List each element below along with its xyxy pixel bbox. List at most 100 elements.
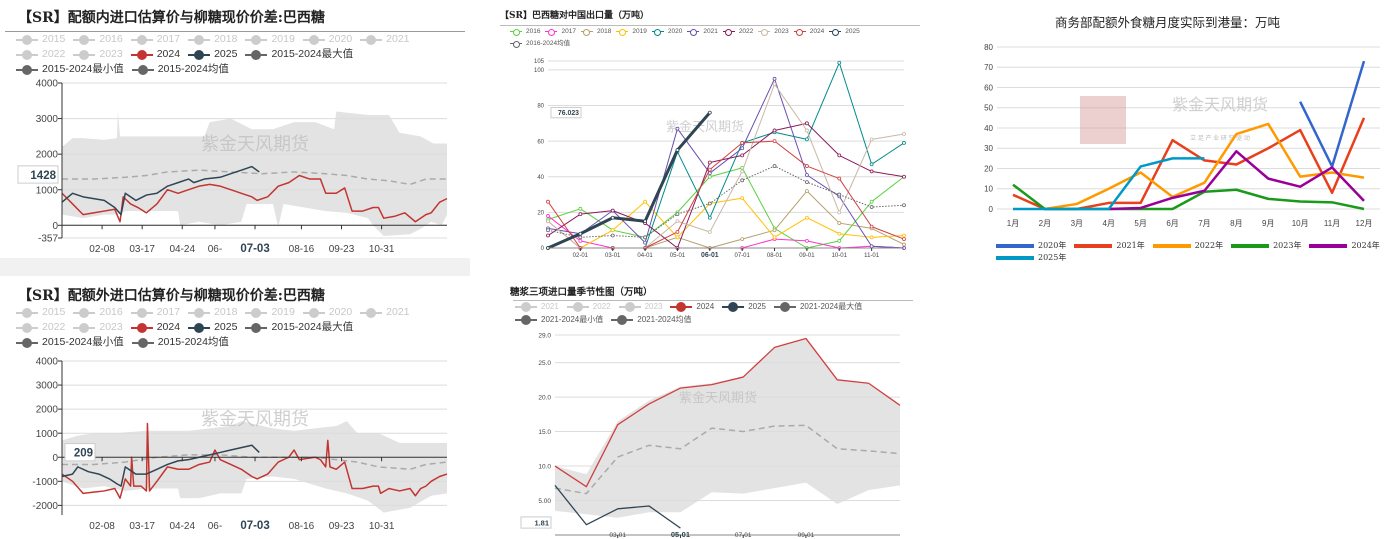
legend-item-2021-2024最大值[interactable]: 2021-2024最大值 — [773, 300, 862, 313]
data-point[interactable] — [643, 219, 647, 224]
data-point[interactable] — [869, 205, 874, 209]
data-point[interactable] — [610, 228, 615, 233]
legend-item-2022[interactable]: 2022 — [16, 320, 65, 335]
data-point[interactable] — [805, 180, 809, 185]
legend-item-2022[interactable]: 2022 — [722, 26, 753, 38]
legend-item-2024[interactable]: 2024 — [670, 300, 714, 313]
data-point[interactable] — [707, 174, 712, 179]
legend-item-2015[interactable]: 2015 — [16, 305, 65, 320]
data-point[interactable] — [869, 224, 874, 229]
legend-item-2019[interactable]: 2019 — [245, 32, 295, 47]
legend-item-2018[interactable]: 2018 — [580, 26, 611, 38]
data-point[interactable] — [805, 238, 809, 243]
data-point[interactable] — [869, 244, 874, 249]
data-point[interactable] — [643, 235, 647, 240]
legend-item-2016[interactable]: 2016 — [73, 32, 123, 47]
legend-item-2017[interactable]: 2017 — [545, 26, 576, 38]
data-point[interactable] — [837, 221, 842, 225]
data-point[interactable] — [837, 153, 842, 158]
data-point[interactable] — [546, 214, 550, 218]
legend-item-2021[interactable]: 2021 — [687, 26, 718, 38]
data-point[interactable] — [740, 169, 745, 174]
data-point[interactable] — [578, 235, 583, 240]
legend-item-2015-2024均值[interactable]: 2015-2024均值 — [131, 62, 229, 77]
legend-item-2023[interactable]: 2023 — [73, 320, 123, 335]
data-point[interactable] — [772, 128, 777, 133]
legend-item-2017[interactable]: 2017 — [130, 305, 180, 320]
legend-item-2016-2024均值[interactable]: 2016-2024均值 — [510, 38, 570, 50]
legend-item-2021-2024最小值[interactable]: 2021-2024最小值 — [515, 313, 603, 326]
legend-item-2024[interactable]: 2024 — [130, 47, 180, 62]
data-point[interactable] — [805, 128, 809, 133]
legend-item-2020[interactable]: 2020 — [302, 32, 352, 47]
legend-item-2015-2024最大值[interactable]: 2015-2024最大值 — [245, 47, 353, 62]
legend-item-2015-2024最大值[interactable]: 2015-2024最大值 — [245, 320, 353, 335]
data-point[interactable] — [707, 230, 712, 234]
data-point[interactable] — [740, 178, 745, 183]
data-point[interactable] — [869, 169, 874, 174]
legend-item-2019[interactable]: 2019 — [245, 305, 295, 320]
legend-item-2016[interactable]: 2016 — [510, 26, 540, 38]
data-point[interactable] — [707, 215, 712, 220]
data-point[interactable] — [902, 237, 906, 241]
legend-item-2022[interactable]: 2022 — [16, 47, 65, 62]
data-point[interactable] — [805, 164, 809, 168]
legend-item-2024[interactable]: 2024 — [130, 320, 180, 335]
data-point[interactable] — [772, 235, 777, 240]
data-point[interactable] — [869, 162, 874, 167]
legend-item-2023[interactable]: 2023 — [73, 47, 123, 62]
legend-item-2020年[interactable]: 2020年 — [996, 240, 1066, 252]
data-point[interactable] — [805, 137, 809, 142]
data-point[interactable] — [578, 231, 583, 236]
data-point[interactable] — [837, 210, 842, 215]
data-point[interactable] — [772, 228, 777, 233]
data-point[interactable] — [902, 242, 906, 247]
data-point[interactable] — [578, 238, 583, 243]
data-point[interactable] — [805, 121, 809, 126]
data-point[interactable] — [902, 233, 906, 238]
data-point[interactable] — [546, 228, 550, 233]
data-point[interactable] — [772, 164, 777, 168]
data-point[interactable] — [837, 238, 842, 243]
legend-item-2015-2024均值[interactable]: 2015-2024均值 — [131, 335, 229, 350]
data-point[interactable] — [902, 203, 906, 208]
data-point[interactable] — [546, 199, 550, 204]
legend-item-2021年[interactable]: 2021年 — [1074, 240, 1145, 252]
legend-item-2022[interactable]: 2022 — [566, 300, 611, 313]
data-point[interactable] — [610, 215, 615, 220]
legend-item-2023[interactable]: 2023 — [618, 300, 662, 313]
data-point[interactable] — [707, 201, 712, 206]
data-point[interactable] — [837, 231, 842, 236]
legend-item-2021[interactable]: 2021 — [515, 300, 559, 313]
data-point[interactable] — [837, 60, 842, 65]
legend-item-2025[interactable]: 2025 — [829, 26, 860, 38]
data-point[interactable] — [610, 233, 615, 238]
legend-item-2020[interactable]: 2020 — [651, 26, 682, 38]
data-point[interactable] — [675, 126, 680, 131]
legend-item-2024年[interactable]: 2024年 — [1309, 240, 1380, 252]
data-point[interactable] — [740, 141, 745, 145]
legend-item-2015-2024最小值[interactable]: 2015-2024最小值 — [16, 335, 124, 350]
data-point[interactable] — [805, 189, 809, 193]
data-point[interactable] — [805, 215, 809, 220]
legend-item-2023年[interactable]: 2023年 — [1231, 240, 1301, 252]
data-point[interactable] — [675, 219, 680, 224]
data-point[interactable] — [869, 137, 874, 142]
data-point[interactable] — [772, 82, 777, 87]
data-point[interactable] — [578, 206, 583, 211]
legend-item-2025[interactable]: 2025 — [188, 47, 237, 62]
data-point[interactable] — [902, 132, 906, 136]
data-point[interactable] — [675, 235, 680, 240]
data-point[interactable] — [837, 176, 842, 181]
legend-item-2024[interactable]: 2024 — [793, 26, 824, 38]
legend-item-2018[interactable]: 2018 — [188, 305, 237, 320]
data-point[interactable] — [740, 153, 745, 158]
legend-item-2019[interactable]: 2019 — [616, 26, 647, 38]
legend-item-2021[interactable]: 2021 — [360, 305, 410, 320]
data-point[interactable] — [578, 212, 583, 217]
data-point[interactable] — [869, 199, 874, 204]
data-point[interactable] — [546, 233, 550, 238]
data-point[interactable] — [707, 160, 712, 165]
data-point[interactable] — [675, 212, 680, 217]
data-point[interactable] — [902, 141, 906, 145]
